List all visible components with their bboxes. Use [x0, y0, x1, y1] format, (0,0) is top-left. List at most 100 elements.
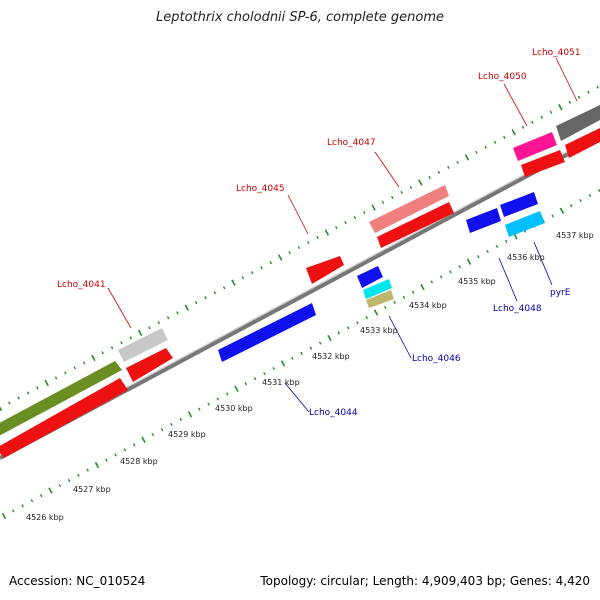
inner-ruler-major-tick — [373, 309, 379, 316]
gene-red-2[interactable] — [126, 348, 173, 382]
outer-ruler-minor-tick — [148, 326, 151, 330]
outer-ruler-major-tick — [91, 354, 96, 362]
inner-ruler-major-tick — [234, 385, 239, 392]
inner-ruler-minor-tick — [39, 494, 43, 498]
gene-pyre[interactable] — [505, 211, 545, 237]
outer-ruler-major-tick — [277, 254, 283, 261]
outer-tick-ruler — [0, 85, 600, 412]
inner-ruler-minor-tick — [383, 305, 387, 310]
inner-ruler-minor-tick — [411, 290, 415, 294]
inner-ruler-minor-tick — [337, 331, 341, 335]
map-title: Leptothrix cholodnii SP-6, complete geno… — [156, 10, 444, 25]
outer-ruler-minor-tick — [428, 175, 431, 180]
inner-tick-ruler — [1, 188, 600, 520]
reverse-genes — [218, 192, 545, 362]
inner-ruler-minor-tick — [430, 280, 434, 284]
outer-ruler-minor-tick — [400, 190, 403, 195]
inner-ruler-minor-tick — [272, 366, 276, 371]
outer-ruler-minor-tick — [26, 391, 30, 395]
inner-ruler-minor-tick — [77, 473, 80, 477]
inner-ruler-minor-tick — [30, 499, 34, 503]
outer-ruler-major-tick — [418, 179, 423, 186]
label-lcho-4046[interactable]: Lcho_4046 — [412, 354, 461, 364]
inner-ruler-minor-tick — [365, 316, 369, 320]
outer-ruler-major-tick — [464, 154, 470, 161]
gene-lcho-4045[interactable] — [306, 256, 344, 284]
ruler-label: 4529 kbp — [168, 430, 206, 439]
inner-ruler-minor-tick — [114, 453, 117, 457]
gene-blue-small-1[interactable] — [357, 266, 383, 288]
gene-lcho-4041-grey[interactable] — [118, 328, 168, 362]
outer-ruler-minor-tick — [73, 366, 77, 370]
inner-ruler-minor-tick — [393, 300, 396, 304]
outer-ruler-minor-tick — [577, 95, 581, 99]
inner-ruler-major-tick — [420, 283, 425, 291]
label-lcho-4041[interactable]: Lcho_4041 — [57, 280, 106, 290]
inner-ruler-minor-tick — [67, 478, 71, 482]
gene-lcho-4048-blue-2[interactable] — [500, 192, 538, 217]
inner-ruler-minor-tick — [253, 377, 257, 381]
gene-red-edge[interactable] — [565, 128, 600, 158]
outer-ruler-major-tick — [44, 379, 49, 387]
gene-lcho-4048-blue-1[interactable] — [466, 208, 501, 233]
outer-ruler-minor-tick — [204, 296, 207, 300]
outer-ruler-minor-tick — [334, 225, 338, 230]
outer-ruler-minor-tick — [157, 321, 161, 325]
outer-ruler-minor-tick — [484, 145, 487, 149]
ruler-label: 4531 kbp — [262, 378, 300, 387]
label-lcho-4051[interactable]: Lcho_4051 — [532, 48, 581, 58]
inner-ruler-minor-tick — [179, 417, 183, 421]
outer-ruler-minor-tick — [531, 120, 534, 124]
outer-ruler-minor-tick — [549, 110, 553, 114]
inner-ruler-minor-tick — [123, 448, 127, 452]
ruler-label: 4536 kbp — [507, 253, 545, 262]
gene-lcho-4050-red[interactable] — [521, 150, 565, 177]
inner-ruler-minor-tick — [11, 509, 15, 513]
outer-ruler-minor-tick — [17, 396, 20, 400]
gene-lcho-4050-magenta[interactable] — [513, 132, 557, 161]
inner-ruler-minor-tick — [207, 402, 210, 406]
gene-red-1[interactable] — [0, 378, 128, 458]
gene-lcho-4046-khaki[interactable] — [366, 290, 394, 308]
outer-ruler-minor-tick — [288, 251, 291, 255]
label-lcho-4048[interactable]: Lcho_4048 — [493, 304, 542, 314]
outer-ruler-minor-tick — [521, 125, 525, 129]
outer-ruler-minor-tick — [64, 371, 67, 375]
outer-ruler-minor-tick — [166, 316, 170, 320]
inner-ruler-minor-tick — [579, 199, 582, 203]
gene-lcho-4046-cyan[interactable] — [363, 279, 392, 299]
inner-ruler-minor-tick — [216, 397, 220, 401]
gene-lcho-4047-red[interactable] — [377, 202, 454, 248]
label-lcho-4047[interactable]: Lcho_4047 — [327, 138, 376, 148]
label-lcho-4050[interactable]: Lcho_4050 — [478, 72, 527, 82]
label-pyre[interactable]: pyrE — [550, 288, 571, 298]
gene-lcho-4044[interactable] — [218, 303, 316, 362]
outer-ruler-minor-tick — [110, 346, 114, 350]
gene-lcho-4051-grey[interactable] — [556, 105, 600, 141]
inner-ruler-minor-tick — [21, 504, 24, 508]
gene-lcho-4041-olive[interactable] — [0, 361, 122, 437]
inner-ruler-minor-tick — [486, 249, 489, 254]
gene-lcho-4047-pink[interactable] — [369, 185, 449, 233]
label-lcho-4044[interactable]: Lcho_4044 — [309, 408, 358, 418]
outer-ruler-minor-tick — [447, 165, 450, 169]
outer-ruler-minor-tick — [390, 195, 394, 200]
ruler-label: 4533 kbp — [360, 326, 398, 335]
forward-genes — [0, 105, 600, 458]
outer-ruler-major-tick — [511, 129, 516, 136]
outer-ruler-major-tick — [0, 406, 3, 412]
outer-ruler-minor-tick — [260, 266, 263, 270]
outer-ruler-major-tick — [137, 329, 143, 336]
inner-ruler-minor-tick — [263, 371, 266, 376]
inner-ruler-minor-tick — [504, 239, 508, 243]
outer-ruler-minor-tick — [437, 170, 441, 174]
inner-ruler-minor-tick — [569, 204, 573, 208]
ruler-label-group: 4526 kbp 4527 kbp 4528 kbp 4529 kbp 4530… — [26, 231, 594, 522]
label-lcho-4045[interactable]: Lcho_4045 — [236, 184, 285, 194]
inner-ruler-major-tick — [466, 258, 472, 265]
gene-label-group: Lcho_4041 Lcho_4045 Lcho_4047 Lcho_4050 … — [57, 48, 581, 418]
outer-ruler-minor-tick — [456, 160, 459, 164]
outer-ruler-minor-tick — [503, 135, 506, 139]
outer-ruler-minor-tick — [269, 261, 273, 265]
outer-ruler-minor-tick — [82, 361, 86, 365]
